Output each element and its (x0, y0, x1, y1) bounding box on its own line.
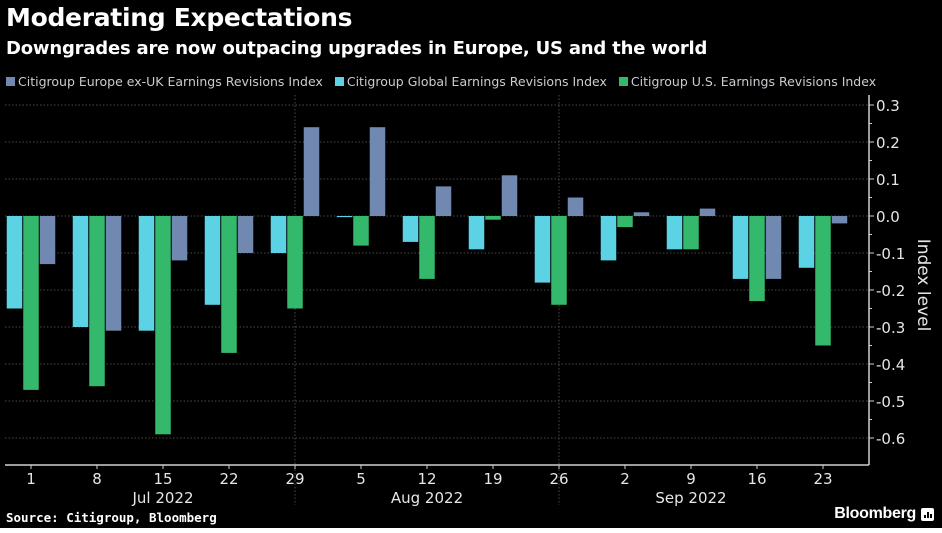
bar (6, 216, 23, 309)
bar (204, 216, 221, 305)
bar (815, 216, 831, 346)
bar (138, 216, 155, 331)
y-axis-label: Index level (913, 239, 933, 332)
bar (171, 216, 188, 261)
x-tick-label: 26 (549, 470, 568, 488)
bar (72, 216, 89, 327)
bar (105, 216, 122, 331)
bar (435, 186, 452, 216)
legend-item-europe: Citigroup Europe ex-UK Earnings Revision… (6, 74, 323, 89)
bar (287, 216, 303, 309)
bar (749, 216, 765, 302)
x-tick-label: 16 (747, 470, 766, 488)
month-label: Aug 2022 (391, 489, 463, 507)
legend-item-us: Citigroup U.S. Earnings Revisions Index (618, 74, 877, 89)
x-tick-label: 22 (219, 470, 238, 488)
y-tick-label: -0.6 (876, 430, 905, 448)
legend-swatch-europe (6, 77, 15, 86)
bar (732, 216, 749, 279)
legend-label-europe: Citigroup Europe ex-UK Earnings Revision… (18, 74, 323, 89)
x-tick-label: 29 (285, 470, 304, 488)
y-tick-label: 0.1 (876, 171, 900, 189)
legend-label-us: Citigroup U.S. Earnings Revisions Index (630, 74, 877, 89)
y-tick-label: 0.3 (876, 97, 900, 115)
legend-swatch-global (334, 77, 344, 86)
x-tick-label: 1 (26, 470, 36, 488)
bar (633, 212, 650, 216)
bar (468, 216, 485, 250)
bar (155, 216, 171, 435)
bar (501, 175, 518, 216)
legend-swatch-us (618, 77, 628, 86)
x-tick-label: 5 (356, 470, 366, 488)
x-tick-label: 12 (417, 470, 436, 488)
bar (600, 216, 617, 261)
bar (237, 216, 254, 253)
bar (683, 216, 699, 250)
bar (336, 216, 353, 218)
bar (485, 216, 501, 220)
bar (617, 216, 633, 228)
x-tick-label: 23 (813, 470, 832, 488)
bar (534, 216, 551, 283)
legend: Citigroup Europe ex-UK Earnings Revision… (6, 74, 876, 89)
x-tick-label: 8 (92, 470, 102, 488)
bloomberg-chart-icon (921, 508, 934, 521)
chart-subtitle: Downgrades are now outpacing upgrades in… (6, 38, 708, 59)
x-tick-label: 2 (620, 470, 630, 488)
bar (369, 127, 386, 216)
month-label: Sep 2022 (655, 489, 726, 507)
y-tick-label: 0.2 (876, 134, 900, 152)
y-tick-label: -0.5 (876, 393, 905, 411)
y-tick-label: -0.2 (876, 282, 905, 300)
y-tick-label: -0.1 (876, 245, 905, 263)
chart-title: Moderating Expectations (6, 3, 353, 32)
bar (765, 216, 782, 279)
bar (419, 216, 435, 279)
bar (353, 216, 369, 246)
y-tick-label: -0.4 (876, 356, 905, 374)
bar (699, 208, 716, 216)
y-tick-label: -0.3 (876, 319, 905, 337)
bar (551, 216, 567, 305)
bar (221, 216, 237, 353)
x-tick-label: 15 (153, 470, 172, 488)
bar (270, 216, 287, 253)
bar (666, 216, 683, 250)
source-note: Source: Citigroup, Bloomberg (6, 510, 217, 525)
bar (567, 197, 584, 216)
bar (89, 216, 105, 387)
bar (798, 216, 815, 268)
bar (39, 216, 56, 265)
bar (303, 127, 320, 216)
legend-item-global: Citigroup Global Earnings Revisions Inde… (334, 74, 607, 89)
brand-logo-text: Bloomberg (834, 505, 916, 522)
bar (831, 216, 848, 224)
x-tick-label: 19 (483, 470, 502, 488)
legend-label-global: Citigroup Global Earnings Revisions Inde… (346, 74, 607, 89)
y-tick-label: 0.0 (876, 208, 900, 226)
x-tick-label: 9 (686, 470, 696, 488)
bar (402, 216, 419, 242)
month-label: Jul 2022 (131, 489, 193, 507)
bar (23, 216, 39, 390)
